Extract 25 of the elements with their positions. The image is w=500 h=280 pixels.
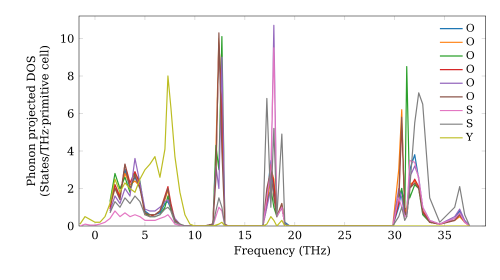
legend-label: O xyxy=(466,24,474,32)
x-tick-label: 0 xyxy=(92,230,98,240)
legend-label: Y xyxy=(466,132,474,141)
y-tick-label: 4 xyxy=(67,146,74,156)
legend-label: O xyxy=(466,92,474,100)
y-tick-label: 0 xyxy=(68,222,74,230)
x-tick-label: 15 xyxy=(239,230,252,240)
legend-label: O xyxy=(466,64,474,73)
x-tick-label: 35 xyxy=(438,230,452,240)
x-tick-label: 20 xyxy=(288,230,302,240)
legend-label: O xyxy=(466,78,474,86)
y-tick-label: 8 xyxy=(68,72,74,80)
y-axis-title: Phonon projected DOS (States/THz·primitive cell) xyxy=(26,46,51,196)
y-tick-label: 2 xyxy=(68,184,74,193)
legend-label: O xyxy=(466,50,474,60)
x-tick-label: 10 xyxy=(189,230,202,240)
y-tick-label: 6 xyxy=(68,109,74,118)
legend-label: S xyxy=(466,106,472,114)
y-tick-label: 10 xyxy=(61,34,74,43)
x-tick-label: 25 xyxy=(338,230,352,240)
x-tick-label: 30 xyxy=(388,230,402,240)
legend-label: S xyxy=(466,119,472,128)
x-tick-label: 5 xyxy=(142,230,148,240)
legend-label: O xyxy=(466,37,474,46)
x-axis-title: Frequency (THz) xyxy=(234,246,330,257)
